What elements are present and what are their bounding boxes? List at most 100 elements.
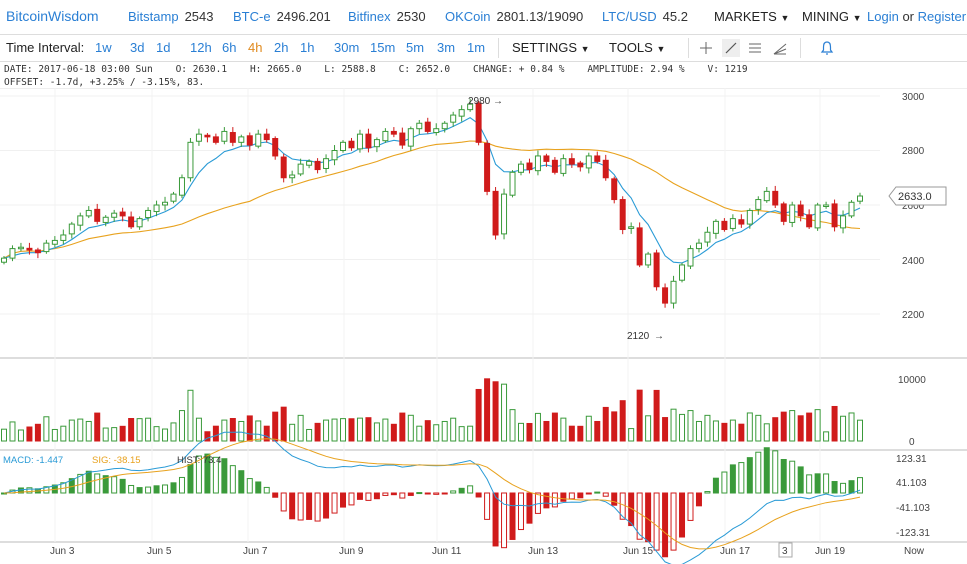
candle-body xyxy=(687,248,694,267)
brand-logo[interactable]: BitcoinWisdom xyxy=(6,8,99,24)
login-link[interactable]: Login xyxy=(867,9,899,24)
hist-value-label: HIST: 73.4 xyxy=(177,455,221,466)
interval-1d[interactable]: 1d xyxy=(156,40,171,55)
line-tool-icon[interactable] xyxy=(722,39,740,57)
candle-body xyxy=(653,252,660,288)
candle-body xyxy=(424,121,431,132)
macd-tick: 41.103 xyxy=(896,478,927,489)
volume-bar xyxy=(534,412,541,442)
ticker-btce[interactable]: BTC-e 2496.201 xyxy=(233,9,331,24)
volume-bar xyxy=(433,424,440,442)
price-chart[interactable]: 3000 2800 2600 2400 2200 2633.0 2980 → 2… xyxy=(0,88,967,564)
price-tick: 2200 xyxy=(902,310,925,321)
ticker-ltcusd[interactable]: LTC/USD 45.2 xyxy=(602,9,688,24)
macd-hist-bar xyxy=(746,457,753,494)
ticker-bitstamp[interactable]: Bitstamp 2543 xyxy=(128,9,214,24)
interval-15m[interactable]: 15m xyxy=(370,40,396,55)
macd-hist-bar xyxy=(170,482,177,494)
volume-bar xyxy=(1,428,7,442)
candle-body xyxy=(162,201,169,206)
low-annotation: 2120 xyxy=(627,331,650,342)
candle-body xyxy=(178,177,185,196)
volume-bar xyxy=(729,419,736,442)
gridlines xyxy=(0,88,880,542)
x-axis-label: Jun 3 xyxy=(50,546,75,557)
macd-tick: -41.103 xyxy=(896,503,930,514)
macd-value-label: MACD: -1.447 xyxy=(3,455,63,466)
macd-hist-bar xyxy=(297,492,304,521)
candle-body xyxy=(755,199,762,210)
candle-body xyxy=(594,155,601,162)
interval-2h[interactable]: 2h xyxy=(274,40,289,55)
mining-menu[interactable]: MINING ▼ xyxy=(802,9,862,24)
macd-hist-bar xyxy=(653,492,660,551)
volume-bar xyxy=(68,419,75,442)
volume-bar xyxy=(831,405,838,442)
ticker-exchange: Bitfinex xyxy=(348,9,391,24)
macd-hist-bar xyxy=(187,464,194,494)
interval-1w[interactable]: 1w xyxy=(95,40,112,55)
macd-hist-bar xyxy=(501,492,508,549)
horizontal-lines-tool-icon[interactable] xyxy=(747,40,763,56)
volume-bar xyxy=(246,415,253,442)
crosshair-tool-icon[interactable] xyxy=(698,40,714,56)
bell-icon[interactable] xyxy=(819,40,835,56)
interval-5m[interactable]: 5m xyxy=(406,40,425,55)
toolbar-divider xyxy=(800,38,801,58)
candle-body xyxy=(458,109,465,117)
interval-12h[interactable]: 12h xyxy=(190,40,212,55)
candle-body xyxy=(221,130,228,142)
volume-bar xyxy=(280,406,287,442)
macd-hist-bar xyxy=(568,492,575,500)
interval-1h[interactable]: 1h xyxy=(300,40,315,55)
macd-hist-bar xyxy=(543,492,550,509)
candle-body xyxy=(153,204,160,213)
candle-body xyxy=(467,103,474,111)
ticker-okcoin[interactable]: OKCoin 2801.13/19090 xyxy=(445,9,583,24)
volume-bar xyxy=(560,417,567,442)
volume-bar xyxy=(340,418,347,442)
ticker-bitfinex[interactable]: Bitfinex 2530 xyxy=(348,9,426,24)
interval-3m[interactable]: 3m xyxy=(437,40,456,55)
interval-6h[interactable]: 6h xyxy=(222,40,237,55)
macd-hist-bar xyxy=(136,487,143,494)
volume-bar xyxy=(653,389,660,442)
volume-bar xyxy=(763,423,770,442)
interval-3d[interactable]: 3d xyxy=(130,40,145,55)
price-tick: 2600 xyxy=(902,201,925,212)
macd-tick: -123.31 xyxy=(896,528,930,539)
macd-hist-bar xyxy=(602,492,609,497)
candlesticks xyxy=(1,98,863,309)
macd-hist-bar xyxy=(712,477,719,494)
candle-body xyxy=(255,133,262,147)
mining-label: MINING xyxy=(802,9,849,24)
register-link[interactable]: Register xyxy=(917,9,967,24)
macd-hist-bar xyxy=(738,462,745,494)
candle-body xyxy=(704,231,711,243)
candle-body xyxy=(721,220,728,231)
x-axis-label: 3 xyxy=(782,546,788,557)
interval-1m[interactable]: 1m xyxy=(467,40,486,55)
volume-bar xyxy=(365,417,372,442)
volume-bar xyxy=(628,428,635,442)
settings-menu[interactable]: SETTINGS ▼ xyxy=(512,40,590,55)
volume-bar xyxy=(857,419,863,442)
interval-4h[interactable]: 4h xyxy=(248,40,263,55)
macd-hist-bar xyxy=(441,492,448,495)
toolbar-divider xyxy=(498,38,499,58)
macd-hist-bar xyxy=(577,492,584,499)
interval-30m[interactable]: 30m xyxy=(334,40,360,55)
candle-body xyxy=(212,136,219,143)
candle-body xyxy=(34,249,41,254)
macd-hist-bar xyxy=(356,492,363,500)
price-tick: 3000 xyxy=(902,92,925,103)
volume-bar xyxy=(17,429,24,442)
candle-body xyxy=(306,160,313,166)
tools-menu[interactable]: TOOLS ▼ xyxy=(609,40,665,55)
macd-hist-bar xyxy=(128,484,135,494)
fibonacci-fan-tool-icon[interactable] xyxy=(772,40,788,56)
markets-menu[interactable]: MARKETS ▼ xyxy=(714,9,789,24)
candle-body xyxy=(534,155,541,172)
macd-hist-bar xyxy=(450,490,457,494)
macd-hist-bar xyxy=(509,492,516,540)
